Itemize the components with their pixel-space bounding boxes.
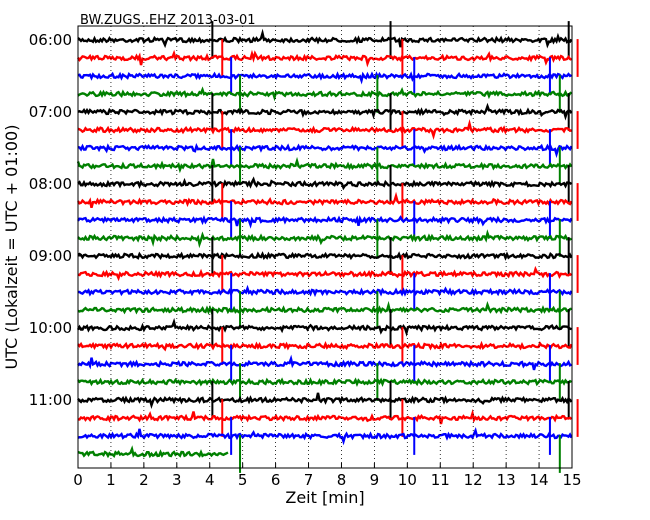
y-axis-label: UTC (Lokalzeit = UTC + 01:00)	[2, 125, 21, 370]
trace-row	[77, 118, 572, 140]
trace-row	[77, 142, 573, 159]
trace-row	[77, 102, 573, 121]
x-tick-label: 1	[106, 471, 116, 489]
trace-row	[77, 251, 573, 261]
trace-row	[77, 28, 573, 49]
trace-row	[77, 191, 573, 209]
trace-row	[77, 392, 573, 409]
traces	[76, 21, 579, 473]
y-axis: 06:00 07:00 08:00 09:00 10:00 11:00	[29, 31, 83, 409]
x-tick-label: 8	[337, 471, 347, 489]
x-tick-label: 12	[464, 471, 483, 489]
trace-row	[77, 377, 573, 387]
x-tick-label: 15	[562, 471, 581, 489]
y-tick-label: 10:00	[29, 319, 72, 337]
x-tick-label: 4	[205, 471, 215, 489]
trace-row	[77, 408, 573, 425]
y-tick-label: 11:00	[29, 391, 72, 409]
grid	[110, 26, 540, 468]
x-tick-label: 6	[271, 471, 281, 489]
x-tick-label: 11	[431, 471, 450, 489]
plot-frame	[77, 25, 573, 469]
trace-row	[76, 156, 573, 174]
trace-row	[77, 71, 573, 85]
trace-row	[76, 317, 572, 337]
y-tick-label: 08:00	[29, 175, 72, 193]
trace-row	[77, 340, 573, 352]
x-tick-label: 0	[73, 471, 83, 489]
trace-row	[77, 86, 573, 102]
x-axis: 0 1 2 3 4 5 6 7 8 9 10 11 12 13 14 15	[73, 463, 582, 489]
trace-row	[77, 176, 573, 191]
y-tick-label: 09:00	[29, 247, 72, 265]
y-tick-label: 06:00	[29, 31, 72, 49]
trace-row	[77, 229, 573, 249]
trace-row	[77, 265, 573, 282]
trace-row	[77, 214, 573, 229]
x-tick-label: 10	[398, 471, 417, 489]
x-tick-label: 5	[238, 471, 248, 489]
x-axis-label: Zeit [min]	[285, 488, 364, 507]
trace-row	[77, 49, 572, 68]
x-tick-label: 9	[370, 471, 380, 489]
x-tick-label: 7	[304, 471, 314, 489]
trace-row	[77, 284, 573, 298]
x-tick-label: 14	[530, 471, 549, 489]
x-tick-label: 13	[497, 471, 516, 489]
x-tick-label: 3	[172, 471, 182, 489]
trace-row	[77, 426, 573, 446]
y-tick-label: 07:00	[29, 103, 72, 121]
trace-row	[77, 445, 229, 459]
trace-row	[77, 354, 573, 371]
trace-row	[77, 300, 572, 315]
x-tick-label: 2	[139, 471, 149, 489]
